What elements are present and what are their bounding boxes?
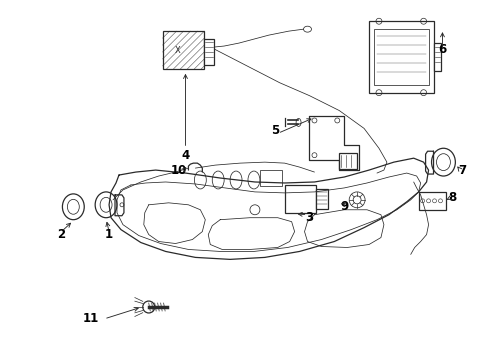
Text: 11: 11: [83, 312, 99, 325]
Text: 3: 3: [305, 211, 313, 224]
Text: 6: 6: [437, 42, 446, 55]
Text: 1: 1: [105, 228, 113, 241]
FancyBboxPatch shape: [284, 185, 316, 213]
FancyBboxPatch shape: [316, 189, 327, 209]
FancyBboxPatch shape: [433, 43, 441, 71]
FancyBboxPatch shape: [259, 170, 281, 186]
FancyBboxPatch shape: [368, 21, 433, 93]
Text: 9: 9: [340, 200, 347, 213]
Text: 5: 5: [270, 124, 278, 137]
Text: 4: 4: [181, 149, 189, 162]
FancyBboxPatch shape: [163, 31, 204, 69]
Text: X: X: [174, 45, 180, 54]
Text: 7: 7: [457, 163, 466, 176]
Text: 10: 10: [170, 163, 186, 176]
FancyBboxPatch shape: [339, 153, 356, 169]
Text: 2: 2: [57, 228, 65, 241]
FancyBboxPatch shape: [204, 39, 214, 65]
FancyBboxPatch shape: [418, 192, 446, 210]
Text: 8: 8: [447, 192, 456, 204]
